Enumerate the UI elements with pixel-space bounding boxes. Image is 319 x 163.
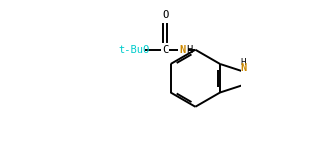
Text: N: N [240,63,246,73]
Text: C: C [162,45,168,55]
Text: t-BuO: t-BuO [119,45,150,55]
Text: O: O [162,10,168,21]
Text: N: N [180,45,186,55]
Text: H: H [186,45,192,55]
Text: H: H [241,58,246,67]
